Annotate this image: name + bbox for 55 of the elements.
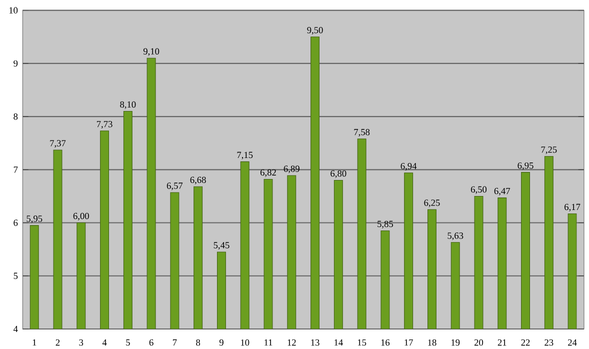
y-tick-label: 7 bbox=[14, 166, 18, 173]
data-label: 6,95 bbox=[518, 162, 534, 170]
y-tick-label: 6 bbox=[14, 220, 18, 226]
x-tick-label: 3 bbox=[79, 339, 84, 346]
data-label: 6,80 bbox=[330, 170, 346, 178]
x-tick-label: 1 bbox=[32, 339, 36, 346]
x-tick-label: 12 bbox=[288, 339, 296, 346]
data-label: 5,45 bbox=[214, 242, 230, 250]
y-tick-label: 8 bbox=[14, 113, 18, 120]
data-label: 6,57 bbox=[166, 182, 183, 190]
x-tick-label: 24 bbox=[568, 339, 577, 346]
data-label: 6,94 bbox=[400, 162, 417, 171]
data-label: 6,82 bbox=[260, 169, 276, 177]
data-label: 8,10 bbox=[120, 101, 136, 109]
x-tick-label: 14 bbox=[334, 339, 343, 346]
y-tick-label: 10 bbox=[9, 7, 18, 14]
x-tick-label: 16 bbox=[381, 339, 390, 346]
x-tick-label: 5 bbox=[126, 339, 130, 346]
x-tick-label: 18 bbox=[428, 339, 436, 346]
data-label: 6,25 bbox=[424, 200, 440, 208]
x-tick-label: 20 bbox=[474, 339, 484, 346]
data-label: 6,47 bbox=[494, 188, 510, 196]
data-label: 6,00 bbox=[73, 212, 89, 221]
data-label: 7,58 bbox=[354, 128, 370, 137]
data-label: 7,37 bbox=[50, 140, 66, 148]
x-tick-label: 19 bbox=[452, 339, 460, 346]
data-label: 6,50 bbox=[470, 186, 487, 194]
data-label: 6,68 bbox=[190, 176, 206, 184]
data-label: 9,50 bbox=[307, 26, 323, 35]
x-tick-label: 13 bbox=[311, 339, 320, 346]
y-tick-label: 5 bbox=[14, 272, 18, 279]
data-label: 6,17 bbox=[564, 204, 580, 212]
data-label: 7,73 bbox=[96, 121, 112, 129]
y-tick-label: 4 bbox=[13, 326, 18, 332]
x-tick-label: 11 bbox=[264, 339, 272, 346]
x-tick-label: 22 bbox=[521, 339, 530, 346]
y-tick-label: 9 bbox=[14, 60, 18, 67]
x-tick-label: 7 bbox=[172, 339, 177, 346]
x-tick-label: 15 bbox=[358, 339, 366, 346]
x-tick-label: 4 bbox=[102, 339, 107, 346]
x-tick-label: 8 bbox=[196, 339, 200, 346]
data-label: 5,85 bbox=[378, 220, 393, 228]
data-label: 7,15 bbox=[237, 152, 253, 160]
x-tick-label: 6 bbox=[149, 339, 154, 346]
x-tick-label: 21 bbox=[498, 339, 506, 346]
data-label: 7,25 bbox=[541, 146, 557, 154]
data-label: 5,63 bbox=[448, 232, 464, 240]
x-tick-label: 2 bbox=[56, 339, 60, 346]
x-tick-label: 17 bbox=[404, 339, 413, 346]
x-tick-label: 23 bbox=[544, 339, 554, 346]
data-label: 6,89 bbox=[284, 166, 300, 174]
data-label: 5,95 bbox=[26, 216, 42, 224]
data-label: 9,10 bbox=[143, 48, 160, 56]
x-tick-label: 10 bbox=[241, 339, 250, 346]
x-tick-label: 9 bbox=[219, 339, 224, 346]
